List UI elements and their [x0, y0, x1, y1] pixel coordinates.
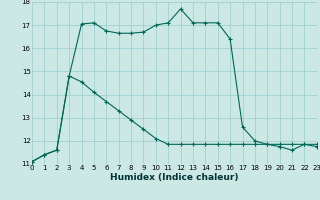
- X-axis label: Humidex (Indice chaleur): Humidex (Indice chaleur): [110, 173, 239, 182]
